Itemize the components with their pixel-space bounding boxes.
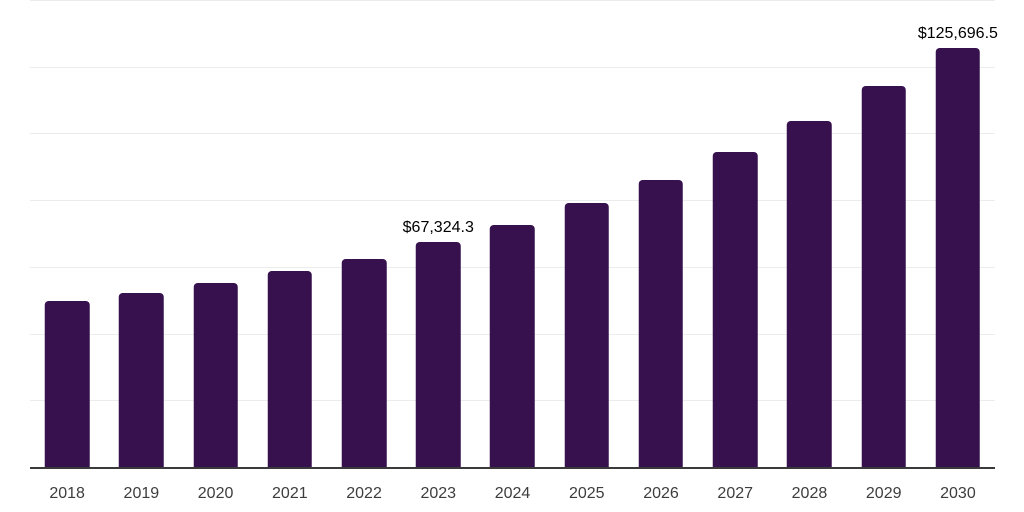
bar-2028 <box>787 121 832 467</box>
bar-slot-2023: $67,324.3 <box>401 2 475 467</box>
bar-slot-2030: $125,696.5 <box>917 2 998 467</box>
x-tick-2029: 2029 <box>865 485 902 502</box>
bar-2021 <box>267 271 313 467</box>
x-tick-2020: 2020 <box>197 485 234 502</box>
bar-slot-2024 <box>475 2 549 467</box>
bar-2018 <box>44 300 90 467</box>
bar-2022 <box>341 258 387 467</box>
bar-2025 <box>564 203 609 467</box>
x-tick-2025: 2025 <box>568 485 605 502</box>
bar-slot-2029 <box>847 2 921 467</box>
bar-2027 <box>712 152 758 467</box>
gridline-120000 <box>30 66 995 68</box>
bar-2023 <box>416 242 461 467</box>
bar-2029 <box>861 86 906 467</box>
bar-slot-2028 <box>772 2 846 467</box>
bar-slot-2021 <box>253 2 327 467</box>
x-tick-2021: 2021 <box>272 485 308 502</box>
x-tick-2019: 2019 <box>123 485 160 502</box>
x-tick-2024: 2024 <box>494 485 531 502</box>
bar-slot-2019 <box>104 2 178 467</box>
bar-slot-2026 <box>624 2 698 467</box>
bar-slot-2027 <box>698 2 772 467</box>
gridline-100000 <box>30 133 995 135</box>
plot-area: $67,324.3 $125,696.5 <box>30 0 998 469</box>
bar-slot-2025 <box>550 2 624 467</box>
gridline-80000 <box>30 200 995 202</box>
x-tick-2027: 2027 <box>717 485 754 502</box>
bar-2019 <box>119 292 164 467</box>
x-tick-2030: 2030 <box>940 485 976 502</box>
bar-slot-2020 <box>178 2 252 467</box>
bar-2024 <box>490 224 535 467</box>
x-tick-2018: 2018 <box>49 485 85 502</box>
gridline-140000 <box>30 0 995 1</box>
x-tick-2022: 2022 <box>346 485 382 502</box>
bar-slot-2022 <box>327 2 401 467</box>
bar-2026 <box>638 179 684 467</box>
x-tick-2026: 2026 <box>643 485 679 502</box>
x-axis-labels: 2018 2019 2020 2021 2022 2023 2024 2025 2026 2027… <box>30 484 995 503</box>
x-tick-2023: 2023 <box>420 485 457 502</box>
value-label-2030: $125,696.5 <box>917 24 998 42</box>
bar-2020 <box>193 282 238 467</box>
bar-slot-2018 <box>30 2 104 467</box>
x-tick-2028: 2028 <box>791 485 828 502</box>
bar-2030 <box>935 47 981 467</box>
value-label-2023: $67,324.3 <box>402 219 474 237</box>
